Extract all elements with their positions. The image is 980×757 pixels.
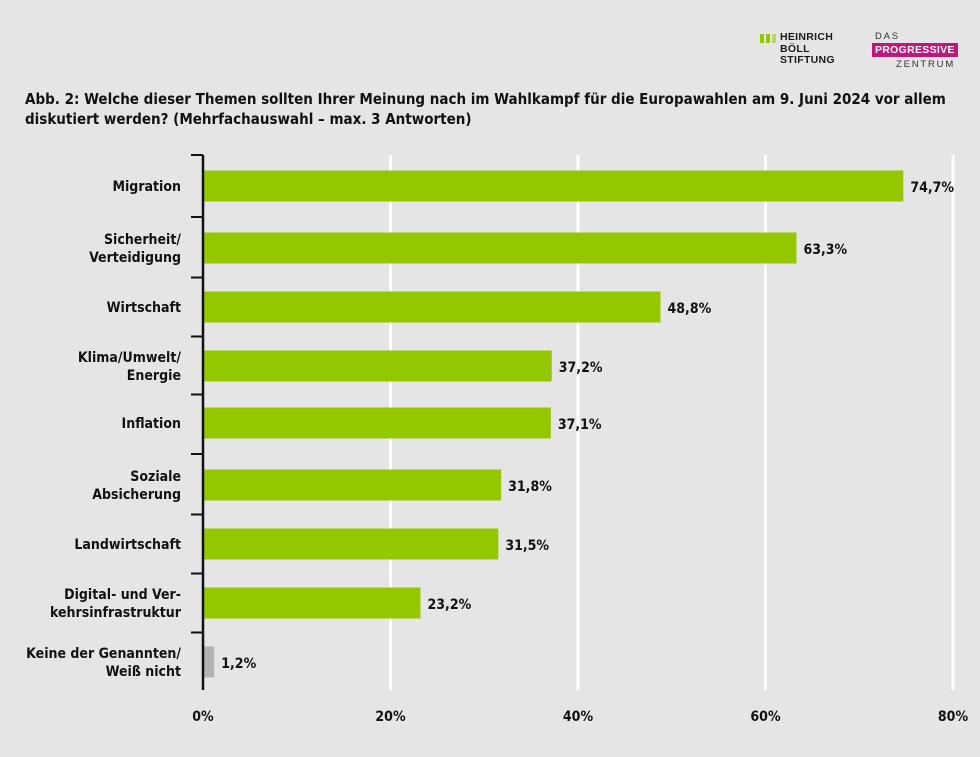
value-label-2: 48,8% <box>668 301 712 317</box>
value-label-0: 74,7% <box>910 180 954 196</box>
value-label-1: 63,3% <box>803 242 847 258</box>
hb-logo-line-1: HEINRICH <box>780 31 834 43</box>
hb-logo-line-3: STIFTUNG <box>780 54 835 66</box>
bar-7 <box>203 587 421 619</box>
x-tick-label-4: 80% <box>938 709 969 725</box>
x-tick-label-2: 40% <box>563 709 594 725</box>
value-label-3: 37,2% <box>559 360 603 376</box>
category-label-1: Sicherheit/Verteidigung <box>89 232 181 266</box>
heinrich-boell-logo: HEINRICH BÖLL STIFTUNG <box>760 31 850 76</box>
dp-logo-zentrum: ZENTRUM <box>896 59 956 70</box>
hb-logo-line-2: BÖLL <box>780 42 810 55</box>
x-tick-label-0: 0% <box>192 709 214 725</box>
bar-4 <box>203 407 551 439</box>
dp-logo-progressive: PROGRESSIVE <box>872 43 958 57</box>
x-tick-label-1: 20% <box>375 709 406 725</box>
category-label-6: Landwirtschaft <box>74 537 181 553</box>
value-label-6: 31,5% <box>505 538 549 554</box>
value-label-5: 31,8% <box>508 479 552 495</box>
category-label-0: Migration <box>112 179 181 195</box>
bar-2 <box>203 291 661 323</box>
category-label-7: Digital- und Ver-kehrsinfrastruktur <box>50 587 182 621</box>
hb-logo-mark <box>760 34 776 43</box>
bar-0 <box>203 170 904 202</box>
bar-3 <box>203 350 552 382</box>
category-label-4: Inflation <box>122 416 181 432</box>
chart-title: Abb. 2: Welche dieser Themen sollten Ihr… <box>25 90 946 128</box>
bar-6 <box>203 528 499 560</box>
value-label-4: 37,1% <box>558 417 602 433</box>
progressive-zentrum-logo: DAS PROGRESSIVE ZENTRUM <box>872 31 960 75</box>
x-tick-label-3: 60% <box>750 709 781 725</box>
bar-8 <box>203 646 215 678</box>
category-label-2: Wirtschaft <box>107 300 181 316</box>
category-label-8: Keine der Genannten/Weiß nicht <box>26 646 181 680</box>
category-label-3: Klima/Umwelt/Energie <box>78 350 181 384</box>
dp-logo-das: DAS <box>875 31 900 42</box>
category-label-5: Soziale Absicherung <box>92 469 181 503</box>
value-label-8: 1,2% <box>221 656 256 672</box>
value-label-7: 23,2% <box>428 597 472 613</box>
bar-1 <box>203 232 797 264</box>
bar-5 <box>203 469 502 501</box>
